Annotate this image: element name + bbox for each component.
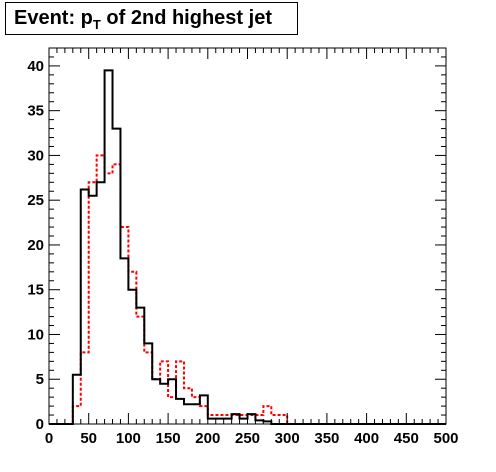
y-tick-label: 20 bbox=[27, 237, 44, 254]
x-tick-label: 400 bbox=[354, 430, 379, 447]
x-tick-label: 0 bbox=[45, 430, 53, 447]
x-tick-label: 200 bbox=[195, 430, 220, 447]
title-subscript: T bbox=[92, 17, 101, 32]
axis-layer: 0 50 100 150 200 250 300 350 400 450 500 0 5 10 15 20 25… bbox=[27, 47, 459, 447]
y-tick-label: 5 bbox=[36, 371, 44, 388]
black-solid-histogram-series bbox=[49, 69, 446, 425]
y-tick-label: 10 bbox=[27, 326, 44, 343]
x-tick-label: 250 bbox=[235, 430, 260, 447]
title-prefix: Event: p bbox=[14, 7, 93, 29]
plot-frame bbox=[48, 47, 447, 425]
y-tick-label: 30 bbox=[27, 147, 44, 164]
x-tick-label: 50 bbox=[80, 430, 97, 447]
chart-title: Event: pT of 2nd highest jet bbox=[5, 2, 298, 35]
histogram-layer bbox=[49, 69, 446, 425]
red-dashed-histogram-series bbox=[49, 154, 446, 425]
x-tick-label: 450 bbox=[394, 430, 419, 447]
x-tick-label: 100 bbox=[116, 430, 141, 447]
y-tick-label: 35 bbox=[27, 103, 44, 120]
y-tick-label: 40 bbox=[27, 58, 44, 75]
x-tick-label: 500 bbox=[433, 430, 458, 447]
x-tick-label: 350 bbox=[314, 430, 339, 447]
x-tick-label: 300 bbox=[275, 430, 300, 447]
title-suffix: of 2nd highest jet bbox=[100, 7, 272, 29]
y-tick-label: 25 bbox=[27, 192, 44, 209]
y-tick-label: 15 bbox=[27, 282, 44, 299]
x-tick-label: 150 bbox=[156, 430, 181, 447]
y-tick-label: 0 bbox=[36, 416, 44, 433]
